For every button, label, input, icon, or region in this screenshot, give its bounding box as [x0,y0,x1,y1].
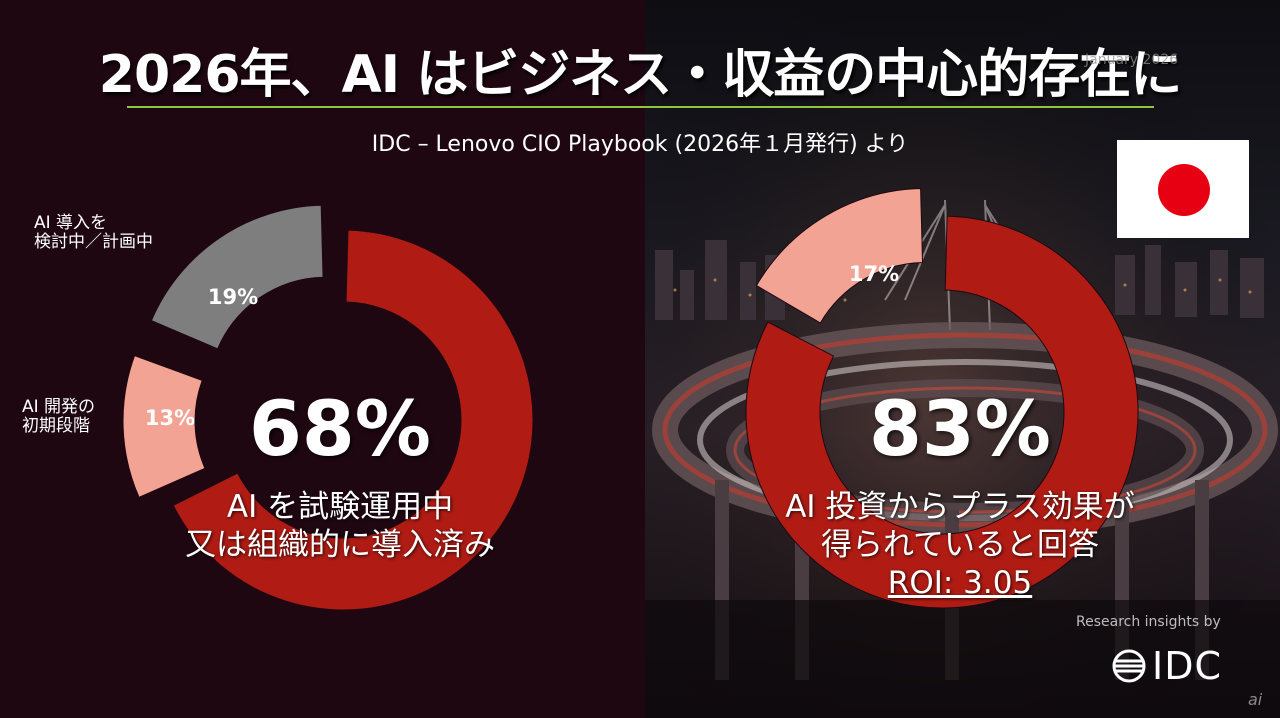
caption-left: AI を試験運用中 又は組織的に導入済み [185,489,495,563]
headline-percent-right: 83% [869,384,1051,473]
title-divider [127,106,1154,108]
caption-right: AI 投資からプラス効果が 得られていると回答 ROI: 3.05 [785,489,1135,601]
subtitle: IDC – Lenovo CIO Playbook (2026年１月発行) より [371,132,909,157]
date-watermark: January 2026 [1085,52,1179,68]
donut-slice-3 [150,204,324,350]
research-insights-label: Research insights by [1076,614,1221,630]
donut-slice-1 [745,215,1139,609]
roi-value: ROI: 3.05 [887,565,1033,601]
segment-label-early: 13% [144,406,196,430]
page-title: 2026年、AI はビジネス・収益の中心的存在に [98,45,1182,105]
segment-label-planning: 19% [207,285,259,309]
idc-logo: IDC [1112,645,1222,687]
segment-label-other: 17% [848,262,900,286]
idc-globe-icon [1112,649,1146,683]
donut-slice-2 [122,355,206,498]
flag-red-circle [1158,164,1210,216]
left-donut-chart [122,204,534,611]
donut-slice-2 [755,188,924,324]
donut-slice-1 [172,229,534,611]
city-night-background [645,0,1280,718]
idc-logo-text: IDC [1152,644,1223,688]
headline-percent-left: 68% [249,384,431,473]
planning-side-label: AI 導入を 検討中／計画中 [34,213,153,252]
early-stage-side-label: AI 開発の 初期段階 [22,397,96,436]
corner-watermark: ai [1248,690,1263,709]
right-donut-chart [745,188,1139,609]
